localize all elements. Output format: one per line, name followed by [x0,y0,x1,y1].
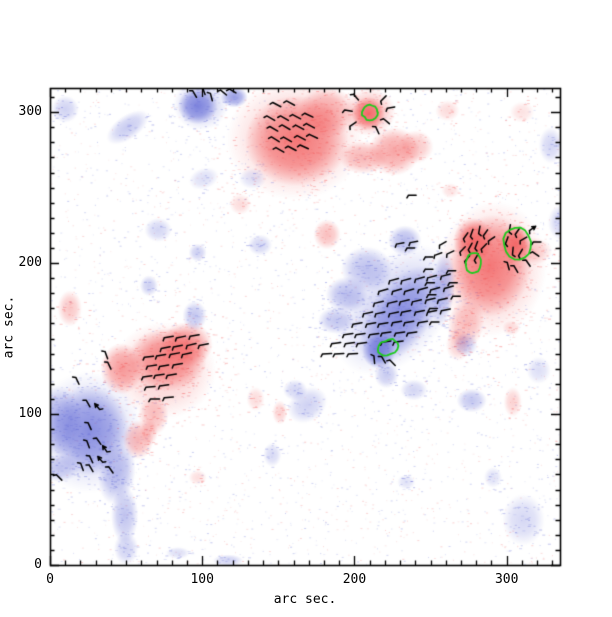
y-tick-label: 300 [18,104,42,120]
x-tick-label: 0 [46,572,54,587]
x-tick-label: 200 [342,572,367,587]
y-tick-label: 200 [18,255,42,271]
x-tick-label: 100 [190,572,214,587]
x-tick-label: 300 [494,572,519,587]
x-tick-labels: 0 100 200 300 [0,572,612,588]
y-tick-label: 0 [34,557,42,572]
y-axis-title: arc sec. [1,295,17,359]
x-axis-title: arc sec. [273,592,337,607]
y-tick-label: 100 [18,406,42,422]
